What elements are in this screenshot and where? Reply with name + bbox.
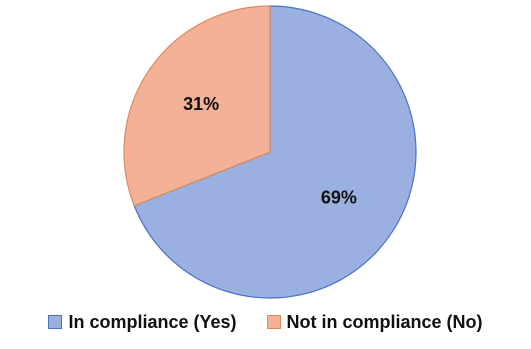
legend-label-not-in-compliance: Not in compliance (No) bbox=[286, 311, 483, 332]
legend: In compliance (Yes) Not in compliance (N… bbox=[0, 305, 531, 339]
pie-slice-in-compliance bbox=[133, 5, 417, 299]
pie-label-not-in-compliance: 31% bbox=[183, 94, 219, 114]
pie-label-in-compliance: 69% bbox=[321, 188, 357, 208]
legend-swatch-in-compliance bbox=[48, 315, 63, 329]
legend-swatch-not-in-compliance bbox=[266, 315, 281, 329]
legend-item-in-compliance: In compliance (Yes) bbox=[48, 311, 237, 333]
legend-label-in-compliance: In compliance (Yes) bbox=[68, 311, 237, 332]
pie-slice-not-in-compliance bbox=[123, 5, 271, 207]
legend-item-not-in-compliance: Not in compliance (No) bbox=[266, 311, 483, 333]
